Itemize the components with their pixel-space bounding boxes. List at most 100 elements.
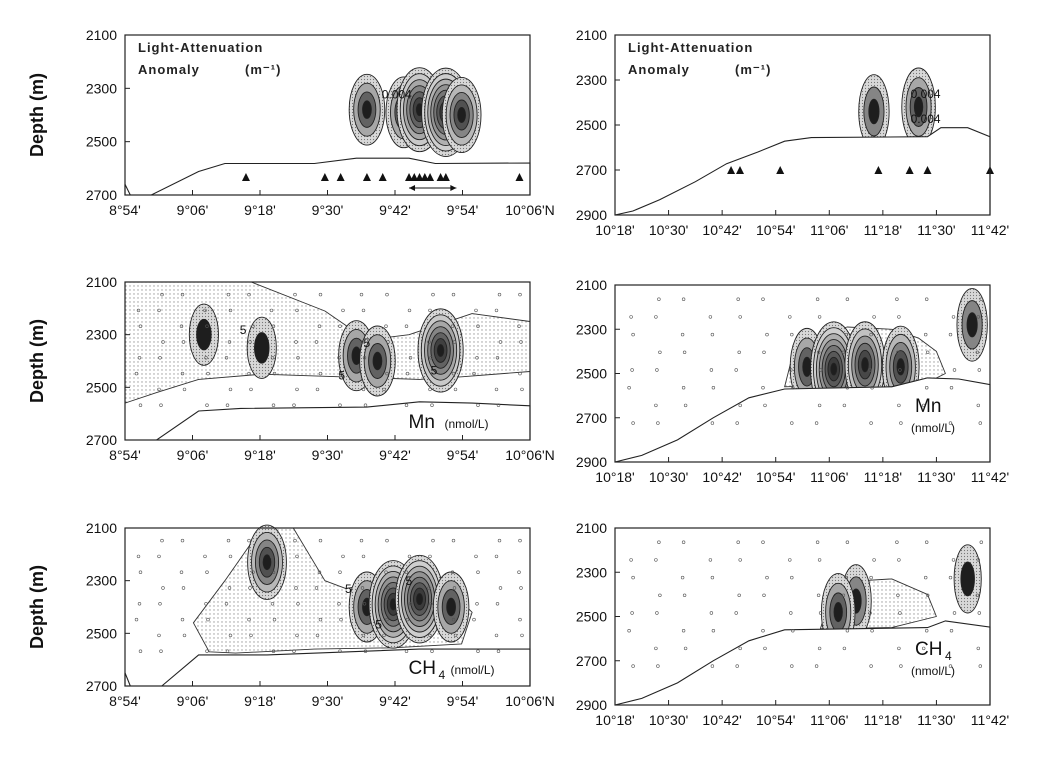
sample-point bbox=[158, 602, 162, 606]
sample-point bbox=[292, 649, 296, 653]
sample-point bbox=[949, 628, 954, 633]
sample-point bbox=[136, 554, 141, 559]
x-tick-label: 11°30' bbox=[917, 222, 955, 238]
sample-point bbox=[710, 421, 715, 425]
contour-label: 5 bbox=[363, 336, 370, 350]
sample-point bbox=[138, 324, 143, 328]
sample-point bbox=[872, 558, 876, 562]
sample-point bbox=[474, 554, 478, 559]
sample-point bbox=[138, 570, 143, 574]
y-tick-label: 2300 bbox=[86, 80, 117, 96]
sample-point bbox=[788, 558, 792, 562]
sample-point bbox=[295, 554, 299, 559]
sample-point bbox=[137, 602, 142, 606]
y-tick-label: 2700 bbox=[86, 432, 117, 448]
sample-point bbox=[923, 575, 928, 580]
sample-point bbox=[205, 403, 209, 407]
x-tick-label: 11°18' bbox=[864, 469, 902, 485]
sample-point bbox=[271, 649, 276, 653]
sample-point bbox=[654, 558, 658, 562]
sample-point bbox=[845, 297, 850, 301]
station-marker bbox=[415, 173, 424, 181]
sample-point bbox=[158, 356, 162, 360]
sample-point bbox=[520, 387, 524, 392]
x-tick-label: 10°42' bbox=[702, 222, 741, 238]
sample-point bbox=[293, 292, 297, 297]
sample-point bbox=[924, 297, 929, 301]
sample-point bbox=[269, 308, 274, 313]
y-tick-label: 2500 bbox=[86, 134, 117, 150]
sample-point bbox=[763, 646, 767, 651]
y-tick-label: 2500 bbox=[86, 625, 117, 641]
station-marker bbox=[441, 173, 450, 181]
sample-point bbox=[656, 664, 660, 668]
sample-point bbox=[709, 368, 714, 372]
x-tick-label: 10°18' bbox=[595, 712, 634, 728]
x-tick-label: 9°42' bbox=[379, 693, 411, 709]
sample-point bbox=[161, 340, 165, 344]
sample-point bbox=[761, 540, 765, 544]
sample-point bbox=[205, 570, 209, 574]
sample-point bbox=[519, 340, 523, 344]
sample-point bbox=[682, 350, 687, 354]
sample-point bbox=[710, 332, 715, 337]
sample-point bbox=[451, 371, 456, 376]
sample-point bbox=[181, 340, 186, 344]
sample-point bbox=[975, 350, 979, 354]
sample-point bbox=[294, 586, 298, 590]
sample-point bbox=[363, 403, 368, 407]
sample-point bbox=[736, 297, 740, 301]
sample-point bbox=[814, 421, 819, 425]
sample-point bbox=[157, 633, 161, 638]
sample-point bbox=[979, 540, 983, 544]
sample-point bbox=[317, 324, 322, 328]
sample-point bbox=[683, 403, 688, 408]
sample-point bbox=[845, 386, 850, 390]
sample-point bbox=[494, 633, 499, 638]
contour-ring bbox=[362, 100, 372, 119]
sample-point bbox=[159, 649, 163, 653]
sample-point bbox=[405, 617, 410, 622]
sample-point bbox=[841, 350, 846, 354]
x-tick-label: 11°18' bbox=[864, 222, 902, 238]
sample-point bbox=[476, 570, 480, 574]
sample-point bbox=[734, 368, 738, 372]
x-tick-label: 11°06' bbox=[810, 469, 848, 485]
plume-2 bbox=[953, 544, 982, 614]
sample-point bbox=[921, 646, 926, 651]
sample-point bbox=[817, 558, 822, 562]
y-tick-label: 2300 bbox=[576, 321, 607, 337]
x-tick-label: 10°54' bbox=[756, 712, 795, 728]
x-tick-label: 9°06' bbox=[177, 202, 209, 218]
sample-point bbox=[359, 292, 364, 297]
panel-unit: (nmol/L) bbox=[451, 663, 495, 677]
sample-point bbox=[868, 368, 872, 372]
contour-label: 5 bbox=[431, 363, 438, 377]
y-tick-label: 2700 bbox=[86, 187, 117, 203]
sample-point bbox=[631, 421, 635, 425]
y-tick-label: 2300 bbox=[576, 72, 607, 88]
y-tick-label: 2500 bbox=[576, 609, 607, 625]
sample-point bbox=[762, 350, 766, 354]
sample-point bbox=[709, 611, 714, 615]
station-marker bbox=[426, 173, 435, 181]
sample-point bbox=[711, 628, 716, 633]
sample-point bbox=[923, 332, 928, 337]
x-tick-label: 10°06'N bbox=[505, 202, 555, 218]
sample-point bbox=[761, 628, 765, 633]
station-marker bbox=[436, 173, 445, 181]
sample-point bbox=[517, 324, 521, 328]
sample-point bbox=[453, 633, 458, 638]
sample-point bbox=[362, 356, 367, 360]
sample-point bbox=[790, 332, 794, 337]
sample-point bbox=[681, 297, 686, 301]
x-tick-label: 9°54' bbox=[447, 202, 479, 218]
sample-point bbox=[948, 421, 953, 425]
sample-point bbox=[494, 387, 499, 392]
sample-point bbox=[951, 315, 956, 319]
sample-point bbox=[180, 538, 185, 543]
sample-point bbox=[976, 315, 980, 319]
contour-ring bbox=[966, 312, 978, 338]
